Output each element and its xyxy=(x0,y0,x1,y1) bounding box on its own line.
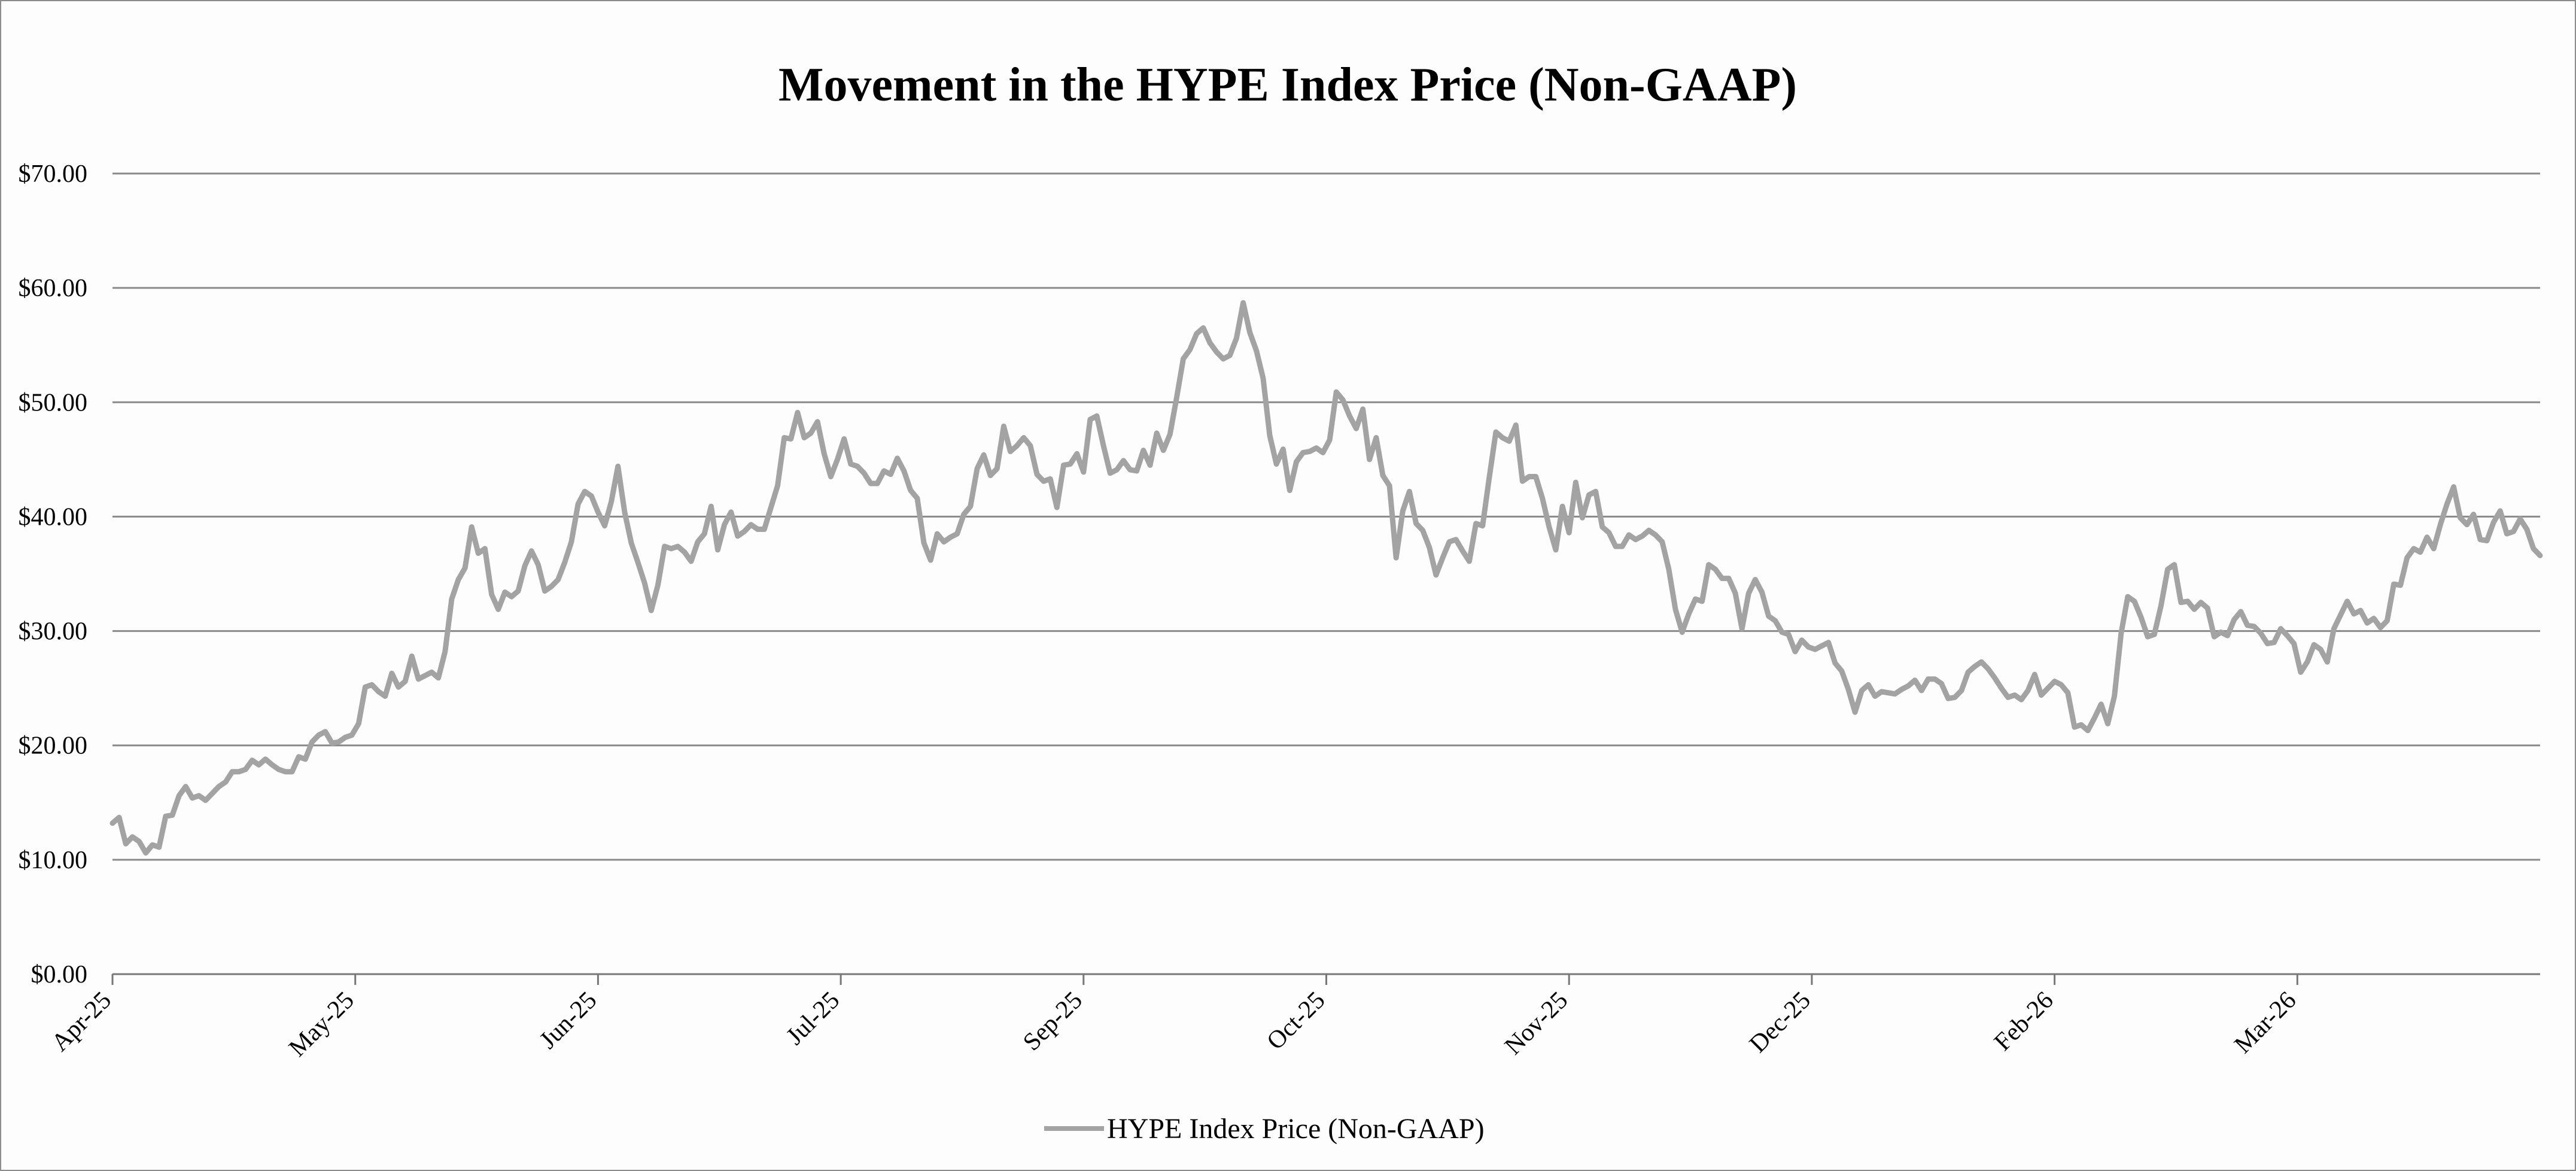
legend-label: HYPE Index Price (Non-GAAP) xyxy=(1107,1113,1485,1145)
gridlines xyxy=(112,172,2540,861)
chart-title: Movement in the HYPE Index Price (Non-GA… xyxy=(778,59,1797,111)
y-axis-tick-labels: $0.00 $10.00 $20.00 $30.00 $40.00 $50.00 $60.0… xyxy=(19,160,88,988)
legend: HYPE Index Price (Non-GAAP) xyxy=(1044,1113,1485,1145)
y-tick-label: $30.00 xyxy=(19,618,88,646)
x-tick-label: Apr-25 xyxy=(46,987,117,1057)
series-line xyxy=(110,300,2543,856)
y-tick-label: $70.00 xyxy=(19,160,88,188)
x-tick-label: Sep-25 xyxy=(1018,987,1088,1057)
x-tick-label: Jun-25 xyxy=(534,987,602,1054)
x-tick-label: Feb-26 xyxy=(1989,987,2059,1057)
x-tick-label: Jul-25 xyxy=(781,987,845,1051)
x-tick-label: Mar-26 xyxy=(2229,987,2301,1059)
x-tick-label: Nov-25 xyxy=(1500,987,1573,1060)
y-tick-label: $20.00 xyxy=(19,732,88,760)
y-tick-label: $10.00 xyxy=(19,847,88,874)
x-tick-label: Oct-25 xyxy=(1262,987,1331,1056)
y-tick-label: $60.00 xyxy=(19,275,88,302)
y-tick-label: $50.00 xyxy=(19,389,88,416)
x-axis-tick-labels: Apr-25 May-25 Jun-25 Jul-25 Sep-25 Oct-25 Nov-… xyxy=(46,987,2301,1063)
y-tick-label: $40.00 xyxy=(19,503,88,531)
series-layer xyxy=(110,300,2543,856)
x-tick-label: Dec-25 xyxy=(1744,987,1816,1059)
y-tick-label: $0.00 xyxy=(31,961,88,988)
x-tick-label: May-25 xyxy=(284,987,360,1063)
x-axis xyxy=(111,973,2540,985)
